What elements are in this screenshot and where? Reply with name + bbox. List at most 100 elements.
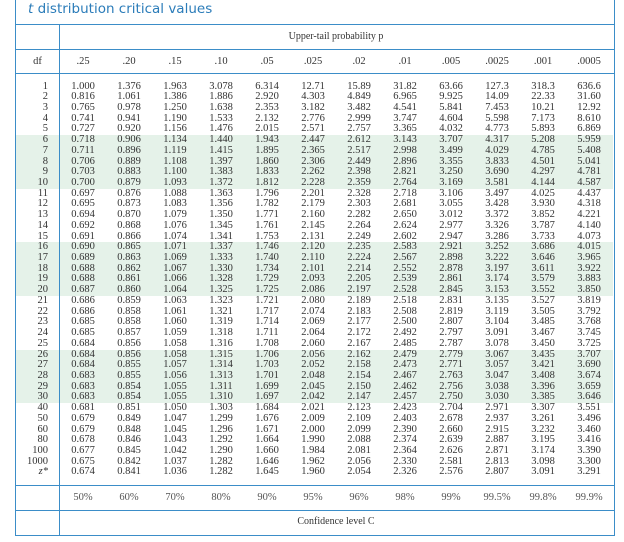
critical-value-cell: 1.372	[209, 176, 233, 188]
critical-value-cell: 2.069	[301, 316, 325, 328]
critical-value-cell: 1.782	[255, 198, 279, 210]
critical-value-cell: 1.047	[163, 412, 187, 424]
critical-value-cell: 1.069	[163, 252, 187, 264]
critical-value-cell: 1.314	[209, 359, 233, 371]
df-cell: 26	[37, 348, 49, 360]
critical-value-cell: 3.250	[439, 166, 463, 178]
critical-value-cell: 1.250	[163, 101, 187, 113]
column-header: .10	[214, 56, 228, 67]
critical-value-cell: 2.042	[301, 391, 325, 403]
row-band-shading	[16, 242, 613, 296]
critical-value-cell: 3.551	[577, 402, 601, 414]
critical-value-cell: 1.533	[209, 112, 233, 124]
df-cell: 10	[37, 176, 49, 188]
df-cell: 12	[37, 198, 49, 210]
critical-value-cell: 0.941	[117, 112, 141, 124]
critical-value-cell: 2.132	[255, 112, 279, 124]
critical-value-cell: 1.337	[209, 241, 233, 253]
critical-value-cell: 3.091	[485, 327, 509, 339]
critical-value-cell: 4.221	[577, 209, 601, 221]
critical-value-cell: 3.707	[439, 134, 463, 146]
critical-value-cell: 2.462	[393, 380, 417, 392]
critical-value-cell: 3.747	[393, 112, 417, 124]
critical-value-cell: 4.303	[301, 91, 325, 103]
critical-value-cell: 2.423	[393, 402, 417, 414]
critical-value-cell: 0.883	[117, 166, 141, 178]
critical-value-cell: 4.140	[577, 219, 601, 231]
critical-value-cell: 12.71	[301, 80, 325, 92]
critical-value-cell: 1.703	[255, 359, 279, 371]
confidence-level-cell: 70%	[165, 492, 185, 503]
critical-value-cell: 0.856	[117, 348, 141, 360]
critical-value-cell: 1.706	[255, 348, 279, 360]
critical-value-cell: 0.718	[71, 134, 95, 146]
critical-value-cell: 0.741	[71, 112, 95, 124]
confidence-level-cell: 98%	[395, 492, 415, 503]
confidence-level-cell: 60%	[119, 492, 139, 503]
df-cell: 25	[37, 337, 49, 349]
critical-value-cell: 1.061	[117, 91, 141, 103]
critical-value-cell: 1.319	[209, 316, 233, 328]
title-text: distribution critical values	[33, 1, 213, 17]
critical-value-cell: 2.189	[347, 294, 371, 306]
critical-value-cell: 3.055	[439, 198, 463, 210]
critical-value-cell: 0.684	[71, 348, 95, 360]
critical-value-cell: 2.021	[301, 402, 325, 414]
critical-value-cell: 3.326	[485, 219, 509, 231]
divider	[15, 510, 615, 511]
critical-value-cell: 2.650	[393, 209, 417, 221]
df-cell: 9	[42, 166, 48, 178]
critical-value-cell: 1.057	[163, 359, 187, 371]
column-header: .15	[168, 56, 182, 67]
critical-value-cell: 3.153	[485, 284, 509, 296]
critical-value-cell: 0.889	[117, 155, 141, 167]
critical-value-cell: 1.963	[163, 80, 187, 92]
critical-value-cell: 1.721	[255, 294, 279, 306]
df-cell: 4	[42, 112, 48, 124]
table-frame	[15, 0, 615, 536]
df-cell: z*	[38, 466, 48, 478]
critical-value-cell: 4.604	[439, 112, 463, 124]
column-header: .005	[441, 56, 461, 67]
critical-value-cell: 2.365	[301, 144, 325, 156]
critical-value-cell: 0.868	[117, 219, 141, 231]
critical-value-cell: 0.859	[117, 294, 141, 306]
critical-value-cell: 4.501	[531, 155, 555, 167]
critical-value-cell: 1.363	[209, 187, 233, 199]
critical-value-cell: 3.930	[531, 198, 555, 210]
critical-value-cell: 1.043	[163, 434, 187, 446]
critical-value-cell: 1.325	[209, 284, 233, 296]
critical-value-cell: 3.197	[485, 262, 509, 274]
critical-value-cell: 0.856	[117, 337, 141, 349]
column-header: .20	[122, 56, 136, 67]
df-cell: 17	[37, 252, 49, 264]
critical-value-cell: 1.074	[163, 230, 187, 242]
critical-value-cell: 1.886	[209, 91, 233, 103]
critical-value-cell: 3.485	[531, 316, 555, 328]
critical-value-cell: 1.345	[209, 219, 233, 231]
critical-value-cell: 1.356	[209, 198, 233, 210]
critical-value-cell: 3.012	[439, 209, 463, 221]
critical-value-cell: 2.871	[485, 444, 509, 456]
critical-value-cell: 3.482	[347, 101, 371, 113]
critical-value-cell: 0.691	[71, 230, 95, 242]
column-header: .025	[303, 56, 323, 67]
critical-value-cell: 2.485	[393, 337, 417, 349]
critical-value-cell: 2.197	[347, 284, 371, 296]
df-cell: 1000	[27, 455, 48, 467]
critical-value-cell: 3.355	[439, 155, 463, 167]
df-cell: 11	[37, 187, 48, 199]
critical-value-cell: 3.581	[485, 176, 509, 188]
critical-value-cell: 1.318	[209, 327, 233, 339]
critical-value-cell: 2.145	[301, 219, 325, 231]
column-header: .001	[533, 56, 553, 67]
critical-value-cell: 0.848	[117, 423, 141, 435]
critical-value-cell: 0.896	[117, 144, 141, 156]
critical-value-cell: 2.771	[439, 359, 463, 371]
critical-value-cell: 2.764	[393, 176, 417, 188]
critical-value-cell: 1.660	[255, 444, 279, 456]
critical-value-cell: 1.440	[209, 134, 233, 146]
column-header: .0005	[577, 56, 601, 67]
critical-value-cell: 2.718	[393, 187, 417, 199]
critical-value-cell: 0.860	[117, 284, 141, 296]
